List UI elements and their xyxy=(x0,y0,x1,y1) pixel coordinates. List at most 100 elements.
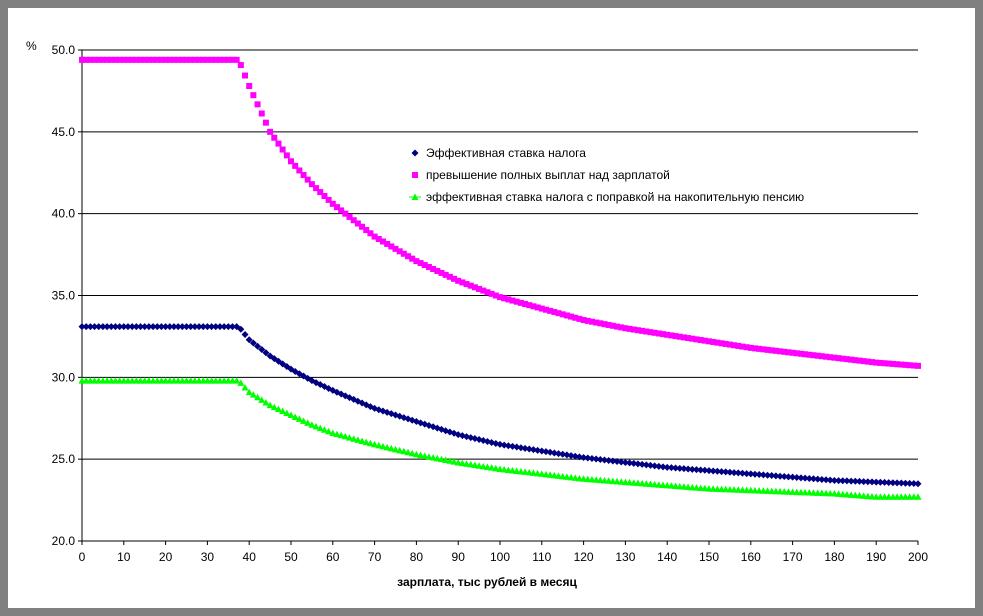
data-point-diamond xyxy=(855,477,863,485)
data-point-diamond xyxy=(534,446,542,454)
data-point-square xyxy=(371,233,378,240)
data-point-square xyxy=(534,304,541,311)
data-point-square xyxy=(509,297,516,304)
data-point-square xyxy=(83,56,90,63)
data-point-diamond xyxy=(751,470,759,478)
data-point-triangle xyxy=(308,421,316,428)
data-point-triangle xyxy=(433,454,441,462)
data-point-diamond xyxy=(86,323,94,331)
data-point-square xyxy=(405,253,412,260)
data-point-square xyxy=(689,335,696,342)
x-axis-label: зарплата, тыс рублей в месяц xyxy=(397,575,577,589)
data-point-triangle xyxy=(295,415,303,422)
data-point-square xyxy=(442,271,449,278)
data-point-triangle xyxy=(542,470,550,478)
data-point-square xyxy=(258,110,265,117)
data-point-square xyxy=(597,320,604,327)
data-point-square xyxy=(116,56,123,63)
data-point-square xyxy=(292,162,299,169)
data-point-diamond xyxy=(132,323,140,331)
data-point-diamond xyxy=(208,323,216,331)
data-point-diamond xyxy=(191,323,199,331)
data-point-square xyxy=(731,342,738,349)
data-point-diamond xyxy=(220,323,228,331)
data-point-square xyxy=(751,345,758,352)
data-point-square xyxy=(777,348,784,355)
data-point-triangle xyxy=(396,446,404,454)
series-1 xyxy=(78,323,922,488)
data-point-triangle xyxy=(454,458,462,466)
data-point-square xyxy=(283,152,290,159)
data-point-triangle xyxy=(525,468,533,476)
data-point-diamond xyxy=(525,445,533,453)
data-point-square xyxy=(614,323,621,330)
data-point-diamond xyxy=(680,465,688,473)
data-point-diamond xyxy=(241,330,249,338)
data-point-square xyxy=(902,361,909,368)
x-tick-label: 120 xyxy=(574,550,594,564)
data-point-diamond xyxy=(613,457,621,465)
legend-item: превышение полных выплат над зарплатой xyxy=(412,168,670,182)
legend-label: превышение полных выплат над зарплатой xyxy=(426,168,670,182)
data-point-diamond xyxy=(768,472,776,480)
legend-marker xyxy=(411,149,419,157)
data-point-diamond xyxy=(617,458,625,466)
series-2 xyxy=(79,56,921,369)
data-point-square xyxy=(409,255,416,262)
data-point-square xyxy=(300,172,307,179)
data-point-diamond xyxy=(157,323,165,331)
data-point-square xyxy=(321,192,328,199)
data-point-diamond xyxy=(730,469,738,477)
data-point-square xyxy=(359,223,366,230)
data-point-square xyxy=(568,313,575,320)
data-point-diamond xyxy=(82,323,90,331)
data-point-square xyxy=(781,348,788,355)
data-point-diamond xyxy=(642,461,650,469)
data-point-square xyxy=(743,344,750,351)
data-point-diamond xyxy=(676,464,684,472)
data-point-square xyxy=(639,327,646,334)
data-point-diamond xyxy=(567,452,575,460)
data-point-square xyxy=(175,56,182,63)
data-point-square xyxy=(601,321,608,328)
data-point-diamond xyxy=(195,323,203,331)
data-point-diamond xyxy=(738,469,746,477)
data-point-triangle xyxy=(329,429,337,436)
data-point-square xyxy=(685,335,692,342)
data-point-square xyxy=(421,262,428,269)
y-tick-label: 35.0 xyxy=(52,289,76,303)
data-point-square xyxy=(785,349,792,356)
data-point-diamond xyxy=(651,462,659,470)
data-point-diamond xyxy=(901,479,909,487)
data-point-diamond xyxy=(609,457,617,465)
data-point-triangle xyxy=(429,454,437,461)
data-point-diamond xyxy=(646,461,654,469)
x-tick-label: 80 xyxy=(410,550,424,564)
data-point-square xyxy=(346,213,353,220)
data-point-square xyxy=(818,353,825,360)
data-point-square xyxy=(676,333,683,340)
data-point-triangle xyxy=(408,449,416,457)
data-point-triangle xyxy=(417,451,425,459)
data-point-diamond xyxy=(789,473,797,481)
data-point-triangle xyxy=(529,469,537,476)
data-point-diamond xyxy=(835,477,843,485)
data-point-square xyxy=(839,355,846,362)
data-point-diamond xyxy=(697,466,705,474)
data-point-diamond xyxy=(847,477,855,485)
data-point-diamond xyxy=(797,474,805,482)
data-point-triangle xyxy=(258,396,266,403)
data-point-diamond xyxy=(906,479,914,487)
data-point-diamond xyxy=(630,459,638,467)
data-point-square xyxy=(129,56,136,63)
data-point-diamond xyxy=(149,323,157,331)
data-point-square xyxy=(137,56,144,63)
data-point-diamond xyxy=(571,452,579,460)
data-point-square xyxy=(141,56,148,63)
data-point-diamond xyxy=(254,342,262,350)
data-point-square xyxy=(626,325,633,332)
data-point-triangle xyxy=(254,393,262,401)
data-point-square xyxy=(739,343,746,350)
data-point-diamond xyxy=(889,479,897,487)
